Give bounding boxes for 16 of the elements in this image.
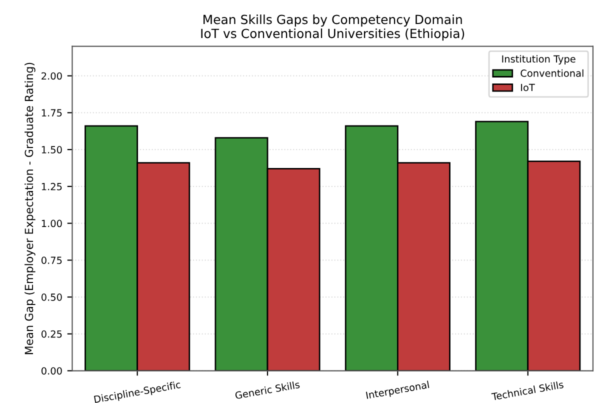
y-tick-label: 1.75 bbox=[42, 109, 62, 117]
legend-label: IoT bbox=[521, 84, 535, 92]
y-tick-label: 1.00 bbox=[42, 220, 62, 228]
y-tick-label: 0.00 bbox=[42, 367, 62, 375]
y-axis-title: Mean Gap (Employer Expectation - Graduate Rating) bbox=[24, 62, 36, 354]
y-tick-label: 0.75 bbox=[42, 256, 62, 264]
x-tick-label: Generic Skills bbox=[234, 380, 300, 400]
x-tick-label: Technical Skills bbox=[491, 380, 564, 401]
y-tick-label: 1.50 bbox=[42, 146, 62, 154]
y-tick-label: 0.25 bbox=[42, 330, 62, 338]
y-tick-label: 2.00 bbox=[42, 72, 62, 80]
chart-title: Mean Skills Gaps by Competency Domain IoT vs Conventional Universities (Ethiopia) bbox=[201, 14, 464, 41]
legend-label: Conventional bbox=[520, 69, 584, 77]
y-tick-label: 0.50 bbox=[42, 294, 62, 301]
legend-title: Institution Type bbox=[502, 55, 576, 65]
y-tick-label: 1.25 bbox=[42, 182, 62, 190]
